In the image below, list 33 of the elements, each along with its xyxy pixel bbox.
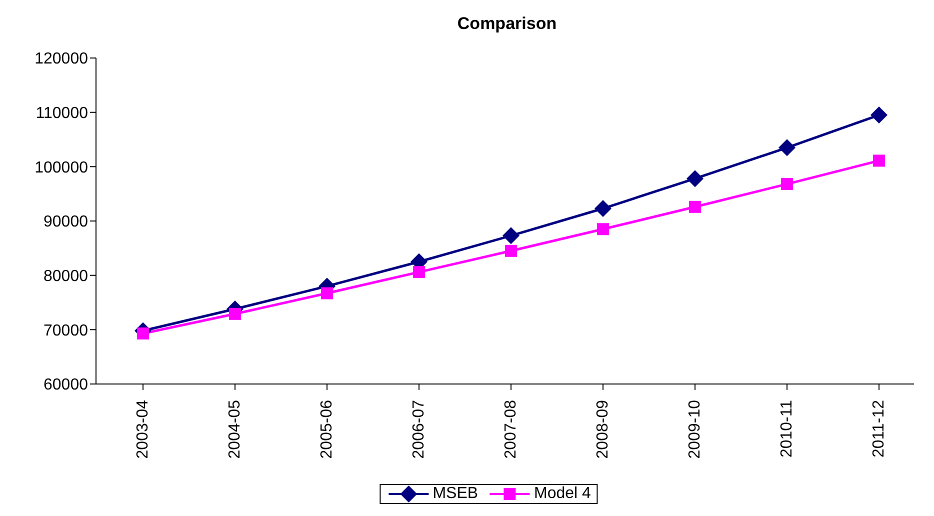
point [873,154,885,167]
x-tick-label: 2007-08 [502,400,520,459]
point [689,200,701,213]
x-tick-label: 2010-11 [778,400,796,458]
y-tick-label: 80000 [44,268,88,286]
y-tick-label: 120000 [34,50,88,68]
x-tick-label: 2006-07 [410,400,428,459]
y-tick-label: 110000 [36,105,88,122]
x-tick-label: 2008-09 [594,400,612,459]
point [781,178,793,190]
point [686,170,704,188]
x-tick-label: 2003-04 [134,400,152,459]
x-tick-label: 2009-10 [686,400,704,459]
point [137,327,149,340]
x-tick-label: 2004-05 [226,400,244,459]
y-tick-label: 60000 [44,376,88,394]
x-tick-label: 2005-06 [318,400,336,459]
point [413,266,425,278]
y-tick-label: 90000 [44,214,88,231]
y-tick-label: 70000 [44,322,88,340]
point [229,308,241,320]
legend-label: Model 4 [534,485,591,503]
y-tick-label: 100000 [34,159,88,176]
point [597,223,609,236]
point [502,227,520,244]
point [594,200,612,218]
point [321,287,333,300]
legend-label: MSEB [432,485,478,503]
x-tick-label: 2011-12 [870,400,888,458]
chart-title: Comparison [456,13,558,35]
point [505,244,517,257]
point [870,106,888,124]
point [778,139,796,156]
